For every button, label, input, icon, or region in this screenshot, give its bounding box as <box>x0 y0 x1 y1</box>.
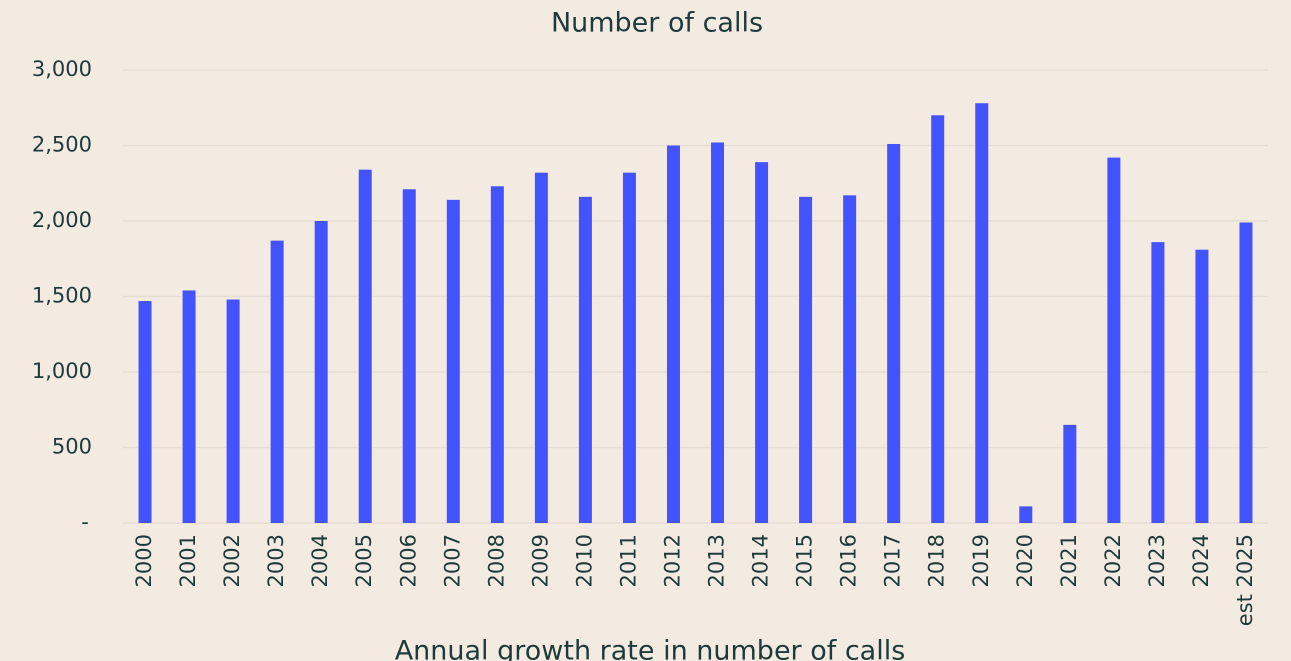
x-tick-label: 2011 <box>616 534 640 587</box>
x-tick-label: 2009 <box>528 534 552 587</box>
bar <box>1195 249 1209 523</box>
bar <box>931 115 945 524</box>
x-tick-label: 2008 <box>484 534 508 587</box>
x-tick-label: 2021 <box>1057 534 1081 587</box>
bar <box>402 189 416 524</box>
bar <box>226 299 240 523</box>
x-tick-label: 2022 <box>1101 534 1125 587</box>
x-tick-label: 2010 <box>572 534 596 587</box>
x-tick-label: 2015 <box>793 534 817 587</box>
x-tick-label: 2024 <box>1189 534 1213 587</box>
x-tick-label: 2003 <box>264 534 288 587</box>
x-tick-label: 2016 <box>837 534 861 587</box>
bar <box>358 169 372 523</box>
x-tick-label: 2007 <box>440 534 464 587</box>
y-tick-label: 1,000 <box>32 359 92 383</box>
x-tick-label: 2017 <box>881 534 905 587</box>
bar <box>843 195 857 523</box>
chart-subtitle: Annual growth rate in number of calls <box>395 636 906 661</box>
x-tick-label: 2013 <box>705 534 729 587</box>
bar <box>975 103 989 523</box>
bar <box>490 186 504 523</box>
bar <box>182 290 196 523</box>
bar <box>711 142 725 524</box>
bar <box>622 172 636 523</box>
bar <box>1019 506 1033 523</box>
x-tick-label: 2019 <box>969 534 993 587</box>
x-tick-label: 2005 <box>352 534 376 587</box>
bar <box>755 162 769 524</box>
bar <box>1151 242 1165 523</box>
x-tick-label: 2006 <box>396 534 420 587</box>
y-tick-label: 500 <box>52 435 92 459</box>
x-tick-label: 2001 <box>176 534 200 587</box>
x-tick-label: 2000 <box>132 534 156 587</box>
bar <box>314 221 328 523</box>
bar <box>1107 157 1121 523</box>
y-tick-label: 1,500 <box>32 284 92 308</box>
x-tick-label: est 2025 <box>1233 534 1257 626</box>
x-tick-label: 2023 <box>1145 534 1169 587</box>
y-tick-label: 2,000 <box>32 208 92 232</box>
bar <box>138 301 152 523</box>
bar <box>666 145 680 523</box>
chart-title: Number of calls <box>551 8 763 39</box>
bar <box>1239 222 1253 523</box>
y-tick-label: 2,500 <box>32 133 92 157</box>
bar <box>270 240 284 523</box>
x-tick-label: 2018 <box>925 534 949 587</box>
bar <box>887 143 901 524</box>
bar <box>1063 424 1077 523</box>
bar <box>799 196 813 523</box>
x-tick-label: 2004 <box>308 534 332 587</box>
x-tick-label: 2002 <box>220 534 244 587</box>
x-tick-label: 2020 <box>1013 534 1037 587</box>
x-tick-label: 2014 <box>749 534 773 587</box>
y-tick-label: - <box>81 510 89 534</box>
x-tick-label: 2012 <box>660 534 684 587</box>
bar <box>534 172 548 523</box>
bar <box>446 199 460 524</box>
y-tick-label: 3,000 <box>32 57 92 81</box>
bar <box>578 196 592 523</box>
